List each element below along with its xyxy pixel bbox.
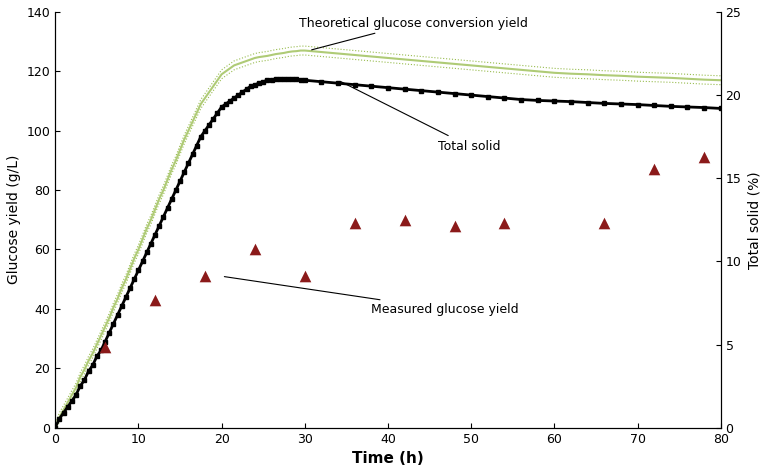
Text: Total solid: Total solid — [340, 81, 501, 153]
X-axis label: Time (h): Time (h) — [352, 451, 424, 466]
Point — [349, 219, 361, 227]
Point — [149, 296, 161, 304]
Point — [598, 219, 611, 227]
Point — [399, 216, 411, 224]
Point — [249, 245, 261, 253]
Text: Measured glucose yield: Measured glucose yield — [224, 277, 519, 316]
Point — [449, 222, 461, 229]
Point — [199, 272, 211, 280]
Point — [99, 344, 111, 351]
Point — [299, 272, 311, 280]
Y-axis label: Glucose yield (g/L): Glucose yield (g/L) — [7, 155, 21, 284]
Y-axis label: Total solid (%): Total solid (%) — [747, 171, 761, 269]
Point — [698, 154, 710, 161]
Point — [498, 219, 511, 227]
Point — [648, 166, 660, 173]
Text: Theoretical glucose conversion yield: Theoretical glucose conversion yield — [299, 17, 528, 50]
